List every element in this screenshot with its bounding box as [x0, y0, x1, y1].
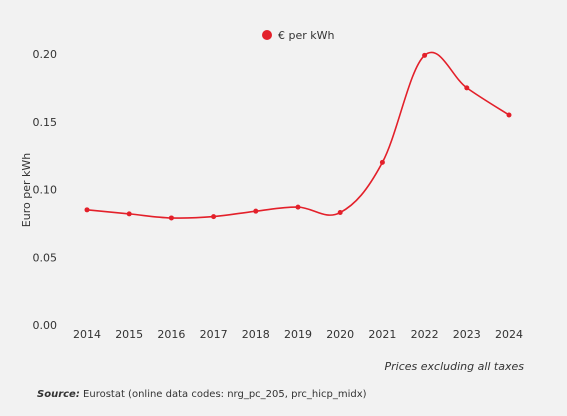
x-tick-label: 2014 — [73, 328, 101, 341]
y-axis-title: Euro per kWh — [20, 153, 33, 227]
data-point-2016 — [168, 215, 174, 221]
source-note: Source: Eurostat (online data codes: nrg… — [37, 389, 367, 400]
y-tick-label: 0.05 — [33, 251, 58, 264]
y-tick-label: 0.10 — [33, 184, 58, 197]
x-tick-label: 2017 — [200, 328, 228, 341]
x-tick-label: 2016 — [157, 328, 185, 341]
y-tick-label: 0.00 — [33, 319, 58, 332]
x-tick-label: 2023 — [453, 328, 481, 341]
source-label: Source: — [37, 389, 80, 400]
chart-legend: € per kWh — [262, 29, 335, 42]
series-line — [86, 51, 510, 219]
x-axis-ticks: 2014 2015 2016 2017 2018 2019 2020 2021 2022 2023… — [73, 328, 523, 341]
chart-note: Prices excluding all taxes — [384, 360, 524, 373]
data-point-2018 — [253, 208, 259, 214]
x-tick-label: 2020 — [326, 328, 354, 341]
source-text: Eurostat (online data codes: nrg_pc_205,… — [83, 389, 367, 400]
data-point-2022 — [422, 52, 428, 58]
data-point-2017 — [211, 214, 217, 220]
x-tick-label: 2015 — [115, 328, 143, 341]
x-tick-label: 2024 — [495, 328, 523, 341]
x-tick-label: 2021 — [368, 328, 396, 341]
data-points — [84, 52, 512, 221]
x-tick-label: 2018 — [242, 328, 270, 341]
data-point-2015 — [126, 211, 132, 217]
data-point-2014 — [84, 207, 90, 213]
data-point-2019 — [295, 204, 301, 210]
data-point-2021 — [379, 159, 385, 165]
data-point-2023 — [464, 85, 470, 91]
data-point-2024 — [506, 112, 512, 118]
y-tick-label: 0.15 — [33, 116, 58, 129]
x-tick-label: 2019 — [284, 328, 312, 341]
data-point-2020 — [337, 210, 343, 216]
y-axis-ticks: 0.00 0.05 0.10 0.15 0.20 — [33, 48, 58, 332]
legend-marker-icon — [262, 30, 272, 40]
x-tick-label: 2022 — [411, 328, 439, 341]
y-tick-label: 0.20 — [33, 48, 58, 61]
legend-label: € per kWh — [278, 29, 335, 42]
